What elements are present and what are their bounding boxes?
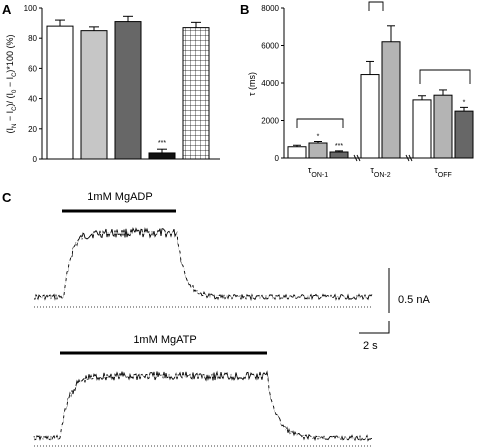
group-label: τOFF	[434, 165, 452, 179]
group-label: τON-2	[370, 165, 390, 179]
significance-label: ***	[158, 140, 166, 147]
bar	[308, 142, 328, 159]
group-label-sub: ON-1	[311, 172, 328, 179]
group-label-main: τ	[370, 165, 374, 175]
group-label-main: τ	[434, 165, 438, 175]
bar	[454, 110, 474, 159]
panel-b-bars: ****τON-1 τON-2*τOFF	[287, 25, 474, 179]
panel-a-y-ticks: 0 20 40 60 80 100	[24, 4, 42, 164]
y-tick-label: 4000	[261, 79, 279, 88]
panel-b-y-axis-label: τ (ms)	[247, 72, 257, 96]
scale-time-label: 2 s	[363, 340, 378, 352]
significance-label: *	[463, 99, 466, 106]
y-tick-label: 6000	[261, 42, 279, 51]
panel-b-brackets	[296, 1, 471, 128]
y-label-part: − I	[5, 77, 15, 90]
panel-c-chart: 1mM MgADP 1mM MgATP 0.5 nA 2 s	[33, 191, 430, 447]
application-label: 1mM MgATP	[133, 334, 196, 346]
y-tick-label: 2000	[261, 117, 279, 126]
y-tick-label: 8000	[261, 4, 279, 13]
application-label: 1mM MgADP	[87, 191, 152, 203]
bar	[433, 94, 453, 159]
y-tick-label: 60	[28, 64, 37, 73]
panel-c-letter: C	[2, 190, 12, 205]
current-trace	[33, 227, 373, 302]
fit-curve	[34, 375, 372, 439]
panel-a-letter: A	[2, 2, 12, 17]
group-label-sub: OFF	[438, 172, 452, 179]
y-label-part: − I	[5, 111, 15, 124]
current-trace	[33, 370, 372, 442]
fit-curve	[34, 232, 372, 298]
scale-bar	[359, 268, 390, 334]
bar	[46, 25, 74, 160]
panel-b-y-ticks: 0 2000 4000 6000 8000	[261, 4, 284, 163]
y-label-subscript: N	[12, 124, 18, 128]
bar	[381, 41, 401, 159]
panel-b-letter: B	[240, 2, 249, 17]
y-tick-label: 0	[275, 154, 280, 163]
significance-label: *	[317, 134, 320, 141]
group-label-sub: ON-2	[374, 172, 391, 179]
y-label-part: (I	[5, 128, 15, 134]
scale-current-label: 0.5 nA	[398, 294, 430, 306]
y-label-part: )/ (I	[5, 93, 15, 107]
y-label-subscript: 0	[12, 89, 18, 93]
panel-b-axis-breaks	[353, 154, 413, 162]
bar	[80, 30, 108, 160]
y-label-part: )*100 (%)	[5, 35, 15, 73]
bar	[287, 146, 307, 159]
group-label-main: τ	[308, 165, 312, 175]
y-tick-label: 100	[24, 4, 38, 13]
y-label-subscript: C	[12, 72, 18, 77]
y-tick-label: 80	[28, 34, 37, 43]
y-label-subscript: C	[12, 106, 18, 111]
significance-label: ***	[335, 143, 343, 150]
panel-a-y-axis-label: (IN − IC)/ (I0 − IC)*100 (%)	[5, 35, 18, 134]
bar	[114, 21, 142, 160]
y-tick-label: 40	[28, 95, 37, 104]
panel-a-bars: ***	[46, 15, 210, 160]
bar	[360, 74, 380, 159]
y-tick-label: 0	[33, 155, 38, 164]
group-label: τON-1	[308, 165, 328, 179]
bar	[412, 99, 432, 159]
panel-c-traces: 1mM MgADP 1mM MgATP	[33, 191, 373, 447]
application-bar	[60, 351, 267, 355]
bar	[182, 27, 210, 160]
bar	[329, 151, 349, 159]
bar	[148, 152, 176, 160]
y-tick-label: 20	[28, 125, 37, 134]
application-bar	[62, 209, 176, 213]
